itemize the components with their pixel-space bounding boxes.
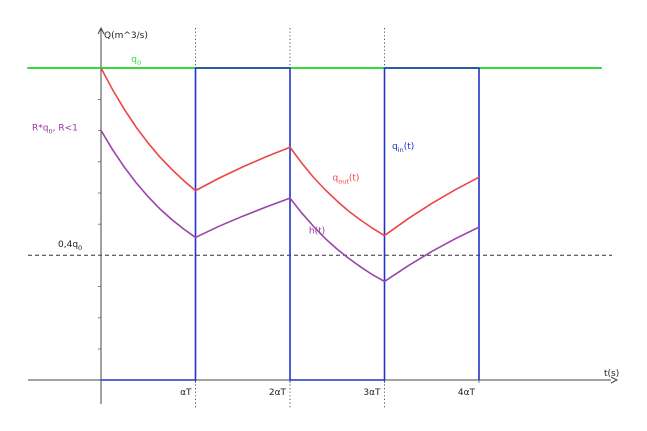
series-label-qin: qin(t)	[392, 142, 414, 154]
y-axis-arrow	[97, 26, 105, 35]
labels-layer: q0 R*q0, R<1 qin(t) qout(t) h(t)	[32, 55, 414, 237]
series-label-q0: q0	[131, 55, 141, 67]
axes: αT 2αT 3αT 4αT Q(m^3/s) t(s) 0,4q0	[28, 26, 619, 404]
series-label-qout: qout(t)	[333, 173, 360, 185]
series-label-Rq0: R*q0, R<1	[32, 123, 78, 135]
x-tick-label: 2αT	[269, 388, 287, 398]
hline-label: 0,4q0	[58, 240, 82, 252]
series-label-h: h(t)	[309, 226, 325, 236]
y-axis-label: Q(m^3/s)	[104, 31, 148, 41]
series-layer	[27, 67, 602, 381]
x-tick-label: 4αT	[458, 388, 476, 398]
x-tick-label: 3αT	[363, 388, 381, 398]
x-tick-label: αT	[180, 388, 192, 398]
x-axis-arrow	[610, 376, 619, 384]
reference-lines	[28, 28, 612, 408]
x-axis-label: t(s)	[604, 369, 619, 379]
series-line-qin	[101, 67, 480, 381]
